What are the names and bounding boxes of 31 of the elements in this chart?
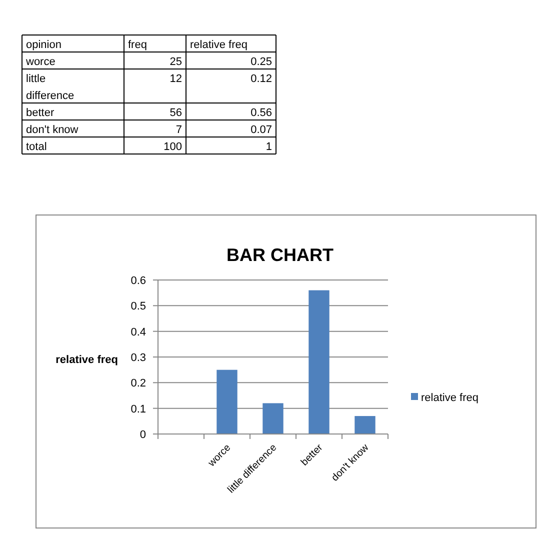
data-label: 7	[176, 124, 182, 136]
data-label: 0.25	[250, 56, 272, 68]
y-tick-label: 0.2	[130, 378, 146, 390]
data-label: 12	[170, 73, 182, 85]
text: freq	[128, 39, 147, 51]
bar	[262, 403, 284, 434]
y-tick-label: 0.4	[130, 326, 146, 338]
legend-label: relative freq	[421, 392, 478, 404]
category-label: worce	[25, 56, 56, 68]
y-tick-label: 0.5	[130, 300, 146, 313]
category-label: don't know	[26, 124, 78, 136]
y-tick-label: 0.6	[130, 275, 146, 287]
data-label: 1	[266, 141, 272, 153]
data-label: 25	[170, 56, 182, 68]
y-tick-label: 0	[140, 429, 146, 441]
bar	[308, 290, 330, 434]
text: opinion	[26, 39, 62, 51]
data-label: 0.56	[250, 107, 272, 119]
data-label: 56	[170, 107, 182, 119]
data-label: 100	[164, 141, 182, 153]
category-label: better	[26, 107, 54, 119]
data-label: 0.12	[250, 73, 272, 85]
chart-title: BAR CHART	[226, 245, 334, 265]
text: relative freq	[190, 39, 248, 51]
data-label: 0.07	[250, 124, 272, 136]
category-label: total	[26, 141, 47, 153]
bar	[216, 370, 238, 434]
y-tick-label: 0.1	[130, 403, 146, 416]
y-axis-title: relative freq	[56, 354, 118, 366]
y-tick-label: 0.3	[130, 352, 146, 364]
bar	[354, 416, 376, 434]
